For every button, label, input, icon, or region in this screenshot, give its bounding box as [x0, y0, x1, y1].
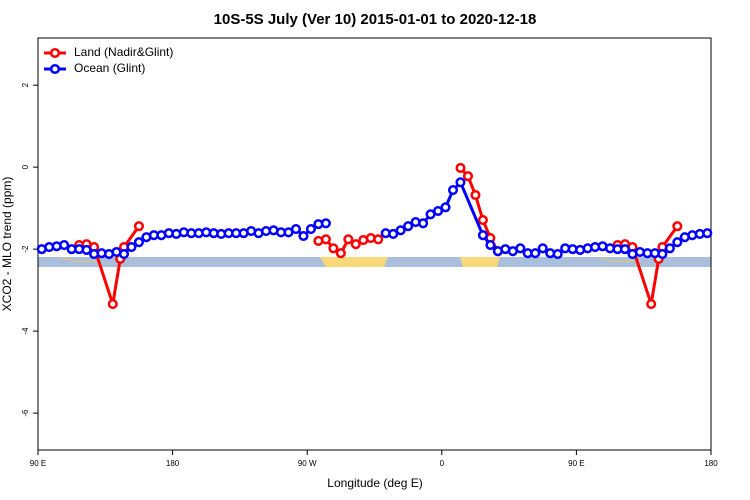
- land-strip: [320, 257, 388, 267]
- land-mask-strip: [38, 257, 711, 267]
- data-point: [81, 244, 92, 255]
- data-point: [335, 248, 346, 259]
- data-point: [395, 225, 406, 236]
- y-tick-label: -4: [21, 327, 30, 335]
- data-point: [418, 218, 429, 229]
- y-tick-label: 2: [21, 82, 30, 87]
- data-point: [470, 189, 481, 201]
- data-point: [537, 243, 548, 254]
- data-point: [298, 230, 309, 242]
- data-point: [515, 243, 526, 254]
- data-point: [343, 234, 354, 245]
- x-tick-label: 0: [440, 459, 445, 468]
- data-point: [619, 244, 631, 255]
- data-point: [477, 230, 488, 241]
- data-point: [350, 239, 361, 250]
- y-tick-label: -6: [21, 409, 30, 417]
- data-point: [672, 237, 683, 248]
- data-point: [59, 239, 70, 251]
- data-point: [373, 234, 384, 245]
- x-tick-label: 90 E: [568, 459, 584, 468]
- legend-marker: [49, 47, 61, 59]
- data-point: [530, 248, 541, 259]
- data-point: [320, 218, 331, 229]
- series: [36, 177, 713, 260]
- data-point: [455, 162, 466, 174]
- data-point: [447, 185, 459, 196]
- x-tick-label: 180: [704, 459, 718, 468]
- plot-frame: [37, 37, 712, 451]
- data-point: [657, 248, 668, 260]
- data-point: [455, 177, 466, 188]
- data-point: [320, 234, 331, 245]
- x-tick-label: 90 W: [298, 459, 317, 468]
- legend-marker: [49, 63, 61, 75]
- y-axis-label: XCO2 - MLO trend (ppm): [0, 177, 14, 312]
- data-point: [403, 221, 414, 232]
- data-point: [433, 205, 444, 217]
- land-strip: [460, 257, 500, 267]
- x-tick-label: 180: [166, 459, 180, 468]
- legend-label: Ocean (Glint): [74, 61, 145, 75]
- data-point: [328, 243, 339, 254]
- x-axis-label: Longitude (deg E): [327, 476, 422, 490]
- y-tick-label: -2: [21, 245, 30, 253]
- data-point: [118, 248, 130, 260]
- data-point: [664, 243, 675, 254]
- data-point: [646, 299, 657, 310]
- data-point: [552, 248, 563, 260]
- data-point: [702, 228, 713, 239]
- coastline: [61, 257, 641, 263]
- data-point: [440, 202, 451, 213]
- data-point: [462, 171, 474, 182]
- data-point: [477, 214, 488, 226]
- chart-title: 10S-5S July (Ver 10) 2015-01-01 to 2020-…: [214, 11, 537, 28]
- data-point: [290, 223, 302, 235]
- legend-label: Land (Nadir&Glint): [74, 45, 173, 59]
- data-point: [126, 242, 137, 253]
- data-point: [305, 223, 316, 235]
- data-point: [107, 299, 118, 310]
- data-point: [485, 239, 496, 251]
- data-point: [388, 228, 399, 240]
- data-point: [133, 237, 144, 248]
- y-tick-label: 0: [21, 164, 30, 169]
- x-tick-label: 90 E: [30, 459, 46, 468]
- data-point: [133, 221, 144, 232]
- data-point: [672, 221, 683, 232]
